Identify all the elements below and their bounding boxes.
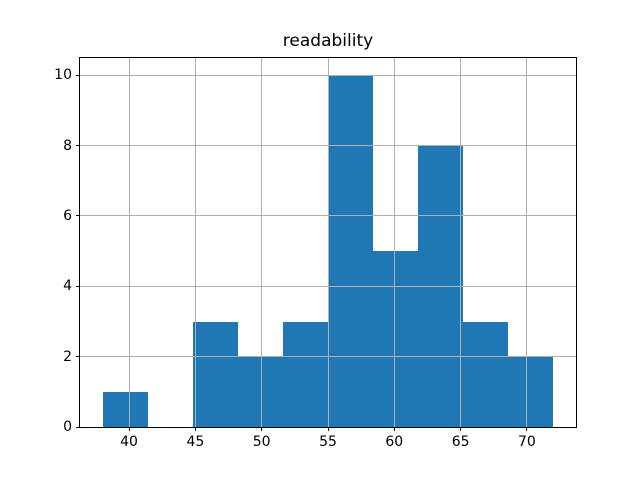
x-gridline <box>128 57 130 428</box>
axis-layer: 40 45 50 55 60 65 70 0 2 4 6 8 10 <box>54 58 576 450</box>
x-gridline <box>526 57 528 428</box>
x-tick-label: 70 <box>518 434 536 451</box>
histogram-bar <box>508 356 554 428</box>
bars-layer <box>80 58 576 428</box>
histogram-bar <box>328 75 374 428</box>
histogram-bar <box>373 251 419 428</box>
x-tick-label: 65 <box>451 434 470 451</box>
y-tick <box>76 356 80 358</box>
y-tick <box>76 145 80 147</box>
x-gridline <box>194 57 196 428</box>
histogram-bar <box>102 392 148 428</box>
chart-title: readability <box>282 31 374 51</box>
x-tick-label: 50 <box>252 434 271 451</box>
x-tick <box>327 427 329 432</box>
histogram-bar <box>192 321 238 428</box>
y-gridline <box>80 74 576 76</box>
y-gridline <box>80 215 576 217</box>
x-tick <box>393 427 395 432</box>
y-gridline <box>80 356 576 358</box>
x-tick-label: 45 <box>186 434 205 451</box>
y-gridline <box>80 145 576 147</box>
y-tick <box>76 215 80 217</box>
x-tick <box>261 427 263 432</box>
y-tick <box>76 426 80 428</box>
x-tick <box>526 427 528 432</box>
histogram-bar <box>463 321 509 428</box>
y-tick-label: 2 <box>63 348 72 365</box>
plot-area: 40 45 50 55 60 65 70 0 2 4 6 8 10 <box>54 56 577 450</box>
x-tick <box>128 427 130 432</box>
x-tick <box>194 427 196 432</box>
y-tick-label: 0 <box>63 419 72 436</box>
y-gridline <box>80 285 576 287</box>
y-tick-label: 6 <box>63 207 72 224</box>
x-gridline <box>393 57 395 428</box>
histogram-bar <box>237 356 283 428</box>
x-gridline <box>327 57 329 428</box>
x-tick-label: 40 <box>120 434 138 451</box>
x-tick <box>460 427 462 432</box>
x-tick-label: 55 <box>319 434 337 451</box>
y-tick-label: 8 <box>63 137 72 154</box>
y-tick-label: 4 <box>63 278 72 295</box>
x-tick-label: 60 <box>385 434 404 451</box>
y-tick-label: 10 <box>54 67 72 84</box>
histogram-bar <box>282 321 328 428</box>
x-gridline <box>261 57 263 428</box>
x-gridline <box>460 57 462 428</box>
y-tick <box>76 285 80 287</box>
y-tick <box>76 74 80 76</box>
